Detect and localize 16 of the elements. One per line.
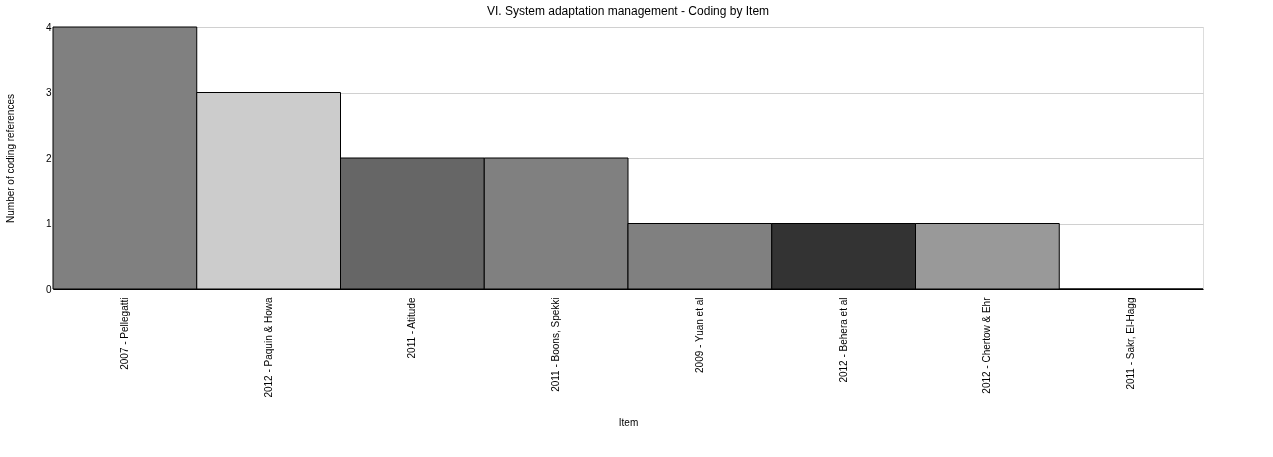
y-tick-label: 2	[45, 152, 52, 164]
x-tick-label: 2011 - Boons, Spekki	[550, 297, 562, 392]
x-tick-label: 2012 - Paquin & Howa	[262, 297, 274, 398]
x-tick-label: 2012 - Behera et al	[837, 297, 849, 383]
x-tick-label: 2009 - Yuan et al	[693, 297, 705, 373]
chart-title: VI. System adaptation management - Coding by Item	[486, 4, 770, 18]
y-tick-label: 1	[45, 218, 52, 229]
x-tick-label: 2007 - Pellegatti	[118, 297, 130, 370]
x-tick-label: 2011 - Atitude	[406, 297, 418, 359]
y-tick-label: 3	[45, 87, 52, 98]
y-axis-title: Number of coding references	[4, 94, 16, 223]
x-tick-label: 2012 - Chertow & Ehr	[981, 296, 993, 394]
x-axis-title: Item	[618, 416, 639, 428]
y-tick-label: 0	[45, 283, 52, 295]
y-tick-label: 4	[45, 21, 52, 33]
x-tick-label: 2011 - Sakr, El-Hagg	[1125, 297, 1137, 390]
